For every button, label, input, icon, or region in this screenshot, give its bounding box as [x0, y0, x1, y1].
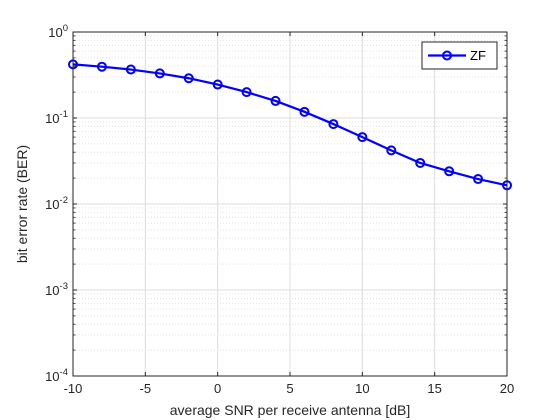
data-point [357, 132, 368, 143]
y-axis-label: bit error rate (BER) [14, 145, 30, 263]
y-tick-label-exponent: -3 [60, 281, 68, 292]
data-point [241, 87, 252, 98]
y-tick-label: 10-3 [45, 281, 68, 298]
y-tick-label: 10-1 [45, 109, 68, 126]
data-point [328, 119, 339, 130]
data-point [299, 106, 310, 117]
data-point [415, 157, 426, 168]
data-point [154, 68, 165, 79]
x-tick-label: 20 [500, 381, 514, 396]
data-point [444, 166, 455, 177]
data-point [125, 64, 136, 75]
y-tick-label-exponent: -4 [60, 367, 68, 378]
data-point [96, 61, 107, 72]
y-tick-label-base: 10 [48, 25, 62, 40]
y-tick-label-base: 10 [45, 283, 59, 298]
x-axis-label: average SNR per receive antenna [dB] [170, 402, 410, 418]
x-tick-label: 5 [286, 381, 293, 396]
data-point [386, 145, 397, 156]
data-point [270, 95, 281, 106]
x-tick-label: 10 [355, 381, 369, 396]
y-tick-label-exponent: 0 [63, 23, 68, 34]
x-tick-label: -10 [64, 381, 83, 396]
x-tick-label: 0 [214, 381, 221, 396]
y-tick-label: 10-2 [45, 195, 68, 212]
legend: ZF [421, 41, 498, 70]
y-tick-label-exponent: -1 [60, 109, 68, 120]
y-tick-label: 10-4 [45, 367, 68, 384]
x-tick-label: 15 [427, 381, 441, 396]
y-tick-label-base: 10 [45, 369, 59, 384]
data-point [183, 73, 194, 84]
axis-ticks [72, 31, 508, 377]
data-point [473, 174, 484, 185]
y-tick-label: 100 [48, 23, 68, 40]
y-tick-label-exponent: -2 [60, 195, 68, 206]
series-layer [68, 59, 512, 191]
x-tick-labels: -10 -5 0 5 10 15 20 [64, 381, 515, 396]
x-tick-label: -5 [140, 381, 152, 396]
data-point [212, 79, 223, 90]
y-tick-label-base: 10 [45, 111, 59, 126]
legend-marker [442, 50, 452, 61]
series-line-zf [72, 63, 508, 187]
y-tick-label-base: 10 [45, 197, 59, 212]
legend-label: ZF [470, 48, 486, 63]
